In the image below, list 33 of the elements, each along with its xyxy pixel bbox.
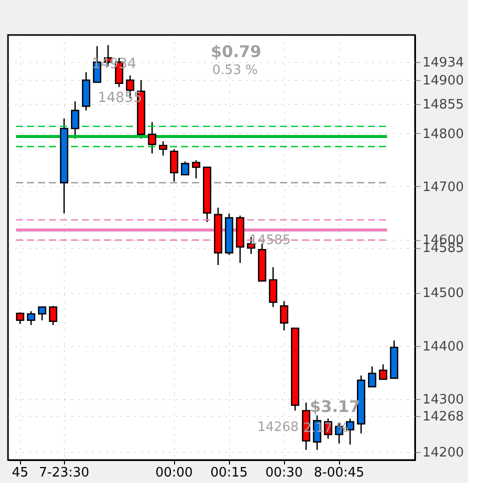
candlestick — [378, 364, 388, 380]
y-tick-label: 14700 — [422, 180, 464, 195]
x-tick-label: 00:30 — [265, 466, 303, 480]
candlestick — [268, 266, 278, 308]
x-tick-label: 00:00 — [155, 466, 193, 480]
y-tick-label: 14300 — [422, 392, 464, 408]
y-tick-label: 14900 — [422, 74, 464, 89]
annotation: 0.53 % — [212, 63, 258, 78]
y-tick-label: 14855 — [422, 98, 464, 113]
y-tick-label: 14400 — [422, 339, 464, 354]
annotation: 14268 — [257, 420, 299, 435]
x-tick-label: 00:15 — [210, 466, 248, 480]
annotation: 2.17 % — [303, 421, 349, 436]
x-tick-label: 8-00:45 — [314, 466, 364, 480]
candlestick — [170, 148, 178, 182]
candlestick — [180, 160, 190, 176]
candlestick — [26, 310, 36, 326]
annotation: $0.79 — [210, 42, 262, 61]
candlestick — [70, 100, 80, 140]
y-tick-label: 14500 — [422, 286, 464, 302]
candlestick — [48, 305, 58, 326]
candlestick — [280, 300, 288, 332]
candlestick — [158, 140, 168, 156]
x-tick-label: 7-23:30 — [38, 466, 90, 480]
candlestick — [38, 306, 46, 321]
y-tick-label: 14934 — [422, 56, 464, 71]
candlestick — [148, 121, 156, 154]
y-tick-label: 14200 — [422, 446, 464, 461]
x-tick-label: 45 — [12, 466, 28, 480]
y-tick-label: 14800 — [422, 126, 464, 142]
y-tick-label: 14268 — [422, 409, 464, 424]
candlestick — [368, 366, 376, 388]
candlestick — [192, 160, 200, 180]
